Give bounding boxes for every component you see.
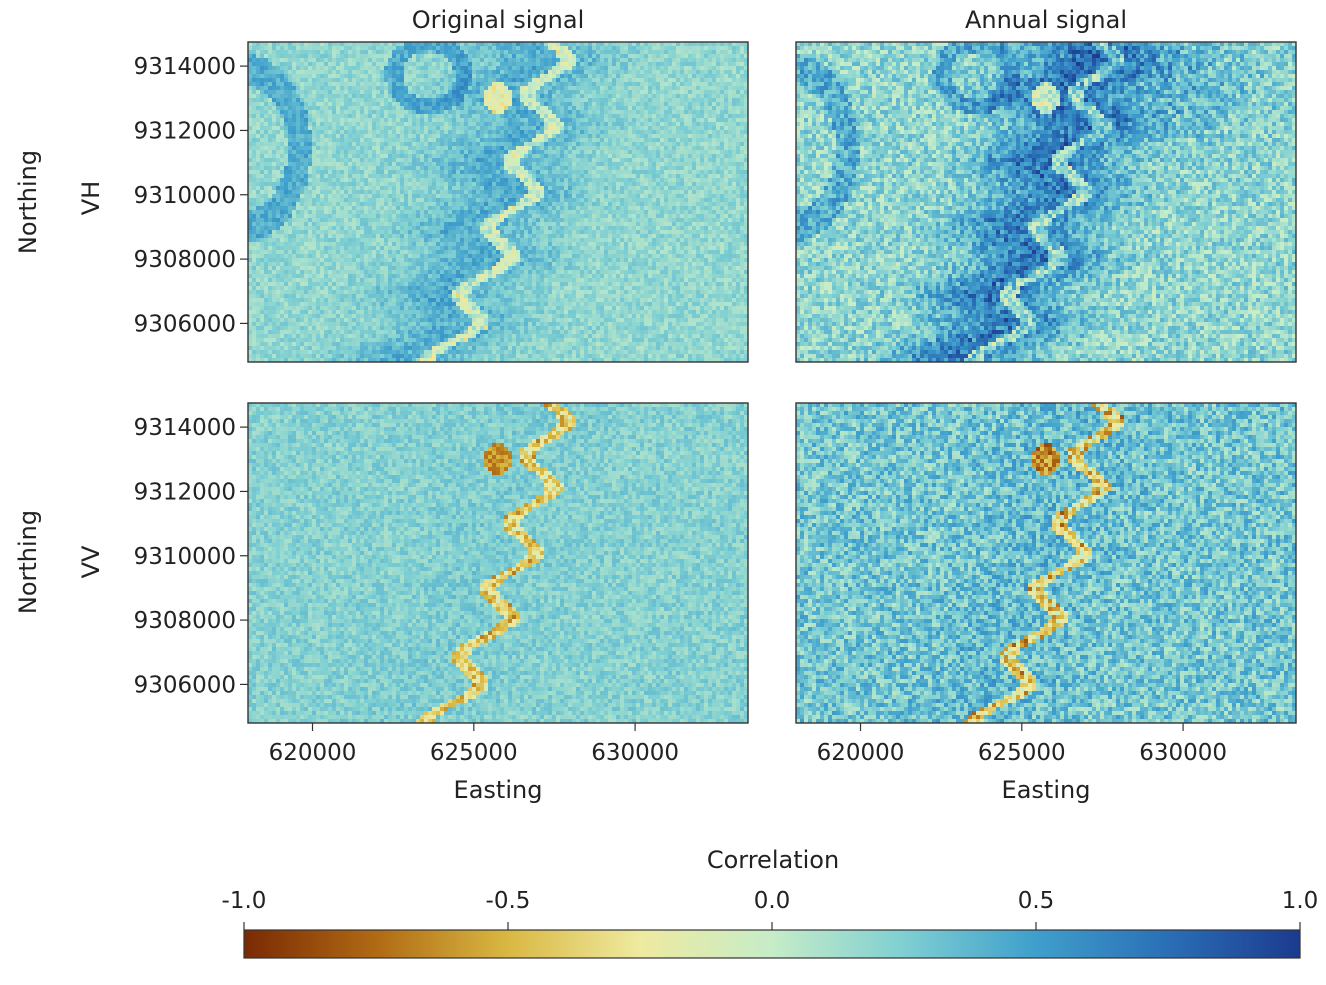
y-tick-label: 9310000 [134,183,236,209]
heatmap-image [796,403,1296,723]
y-axis-title-top: Northing [14,150,42,254]
panel-frame [247,402,749,724]
y-axis-ticks-top: 9314000 9312000 9310000 9308000 9306000 [134,54,248,337]
x-axis-title-right: Easting [1002,776,1091,804]
heatmap-image [796,42,1296,362]
x-tick-label: 630000 [1139,740,1227,766]
y-tick-label: 9306000 [134,311,236,337]
column-title-annual: Annual signal [965,6,1127,34]
heatmap-panel-vv-annual [795,402,1297,724]
heatmap-image [248,42,748,362]
colorbar-tick-label: -1.0 [222,888,267,914]
x-tick-label: 620000 [269,740,357,766]
colorbar-ticks: -1.0 -0.5 0.0 0.5 1.0 [222,888,1319,930]
heatmap-panel-vh-annual [795,41,1297,363]
colorbar-tick-label: 0.0 [754,888,791,914]
row-label-vv: VV [77,545,105,578]
colorbar-tick-label: 1.0 [1282,888,1319,914]
panel-frame [795,402,1297,724]
column-title-original: Original signal [412,6,585,34]
x-tick-label: 625000 [430,740,518,766]
heatmap-panel-vh-original [247,41,749,363]
y-tick-label: 9306000 [134,672,236,698]
x-tick-label: 630000 [591,740,679,766]
y-tick-label: 9310000 [134,544,236,570]
colorbar-label: Correlation [707,846,839,874]
y-axis-title-bottom: Northing [14,510,42,614]
y-axis-ticks-bottom: 9314000 9312000 9310000 9308000 9306000 [134,415,248,698]
colorbar [243,929,1301,959]
y-tick-label: 9308000 [134,608,236,634]
colorbar-tick-label: 0.5 [1018,888,1055,914]
y-tick-label: 9314000 [134,54,236,80]
row-label-vh: VH [77,181,105,215]
x-tick-label: 625000 [978,740,1066,766]
panel-frame [795,41,1297,363]
heatmap-image [248,403,748,723]
panel-frame [247,41,749,363]
x-axis-title-left: Easting [454,776,543,804]
y-tick-label: 9314000 [134,415,236,441]
y-tick-label: 9312000 [134,479,236,505]
colorbar-tick-label: -0.5 [486,888,531,914]
x-axis-ticks-right: 620000 625000 630000 [817,723,1227,766]
x-axis-ticks-left: 620000 625000 630000 [269,723,679,766]
y-tick-label: 9312000 [134,118,236,144]
y-tick-label: 9308000 [134,247,236,273]
heatmap-panel-vv-original [247,402,749,724]
x-tick-label: 620000 [817,740,905,766]
